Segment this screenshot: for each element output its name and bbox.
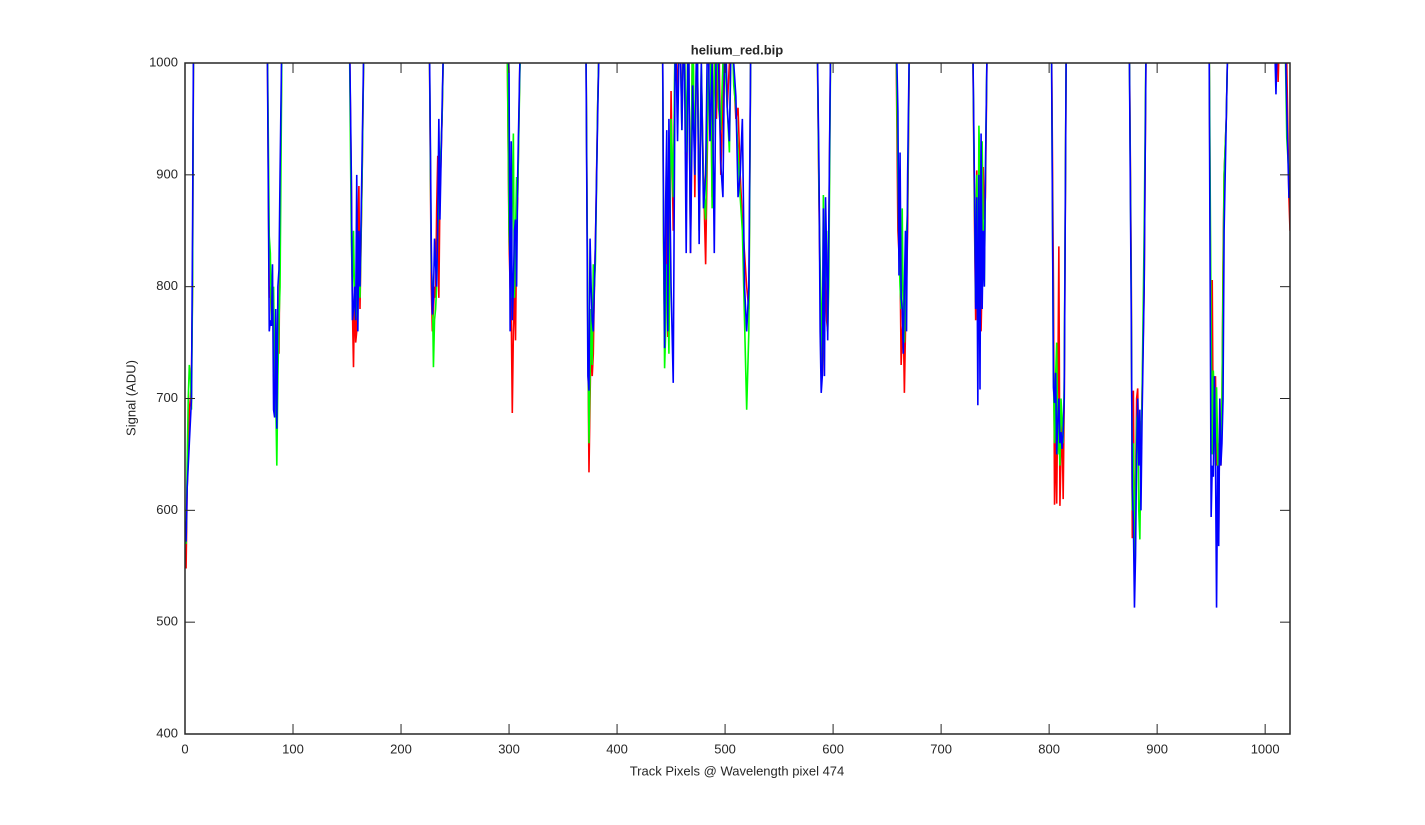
y-tick-label: 700 bbox=[156, 390, 178, 405]
x-tick-label: 0 bbox=[181, 741, 188, 756]
x-tick-label: 600 bbox=[822, 741, 844, 756]
x-tick-label: 100 bbox=[282, 741, 304, 756]
x-tick-label: 1000 bbox=[1251, 741, 1280, 756]
plot-lines bbox=[185, 63, 1290, 608]
x-tick-label: 700 bbox=[930, 741, 952, 756]
x-tick-label: 900 bbox=[1146, 741, 1168, 756]
y-tick-label: 1000 bbox=[149, 54, 178, 69]
y-tick-label: 400 bbox=[156, 725, 178, 740]
y-axis-label: Signal (ADU) bbox=[123, 360, 138, 436]
data-line bbox=[185, 63, 1290, 608]
y-tick-label: 500 bbox=[156, 614, 178, 629]
y-tick-label: 900 bbox=[156, 166, 178, 181]
x-tick-label: 300 bbox=[498, 741, 520, 756]
x-tick-label: 500 bbox=[714, 741, 736, 756]
x-tick-label: 800 bbox=[1038, 741, 1060, 756]
axes-box bbox=[184, 62, 1291, 735]
x-tick-label: 400 bbox=[606, 741, 628, 756]
x-tick-label: 200 bbox=[390, 741, 412, 756]
y-tick-label: 800 bbox=[156, 278, 178, 293]
y-tick-label: 600 bbox=[156, 502, 178, 517]
chart-title: helium_red.bip bbox=[691, 42, 784, 57]
x-axis-label: Track Pixels @ Wavelength pixel 474 bbox=[630, 763, 845, 778]
